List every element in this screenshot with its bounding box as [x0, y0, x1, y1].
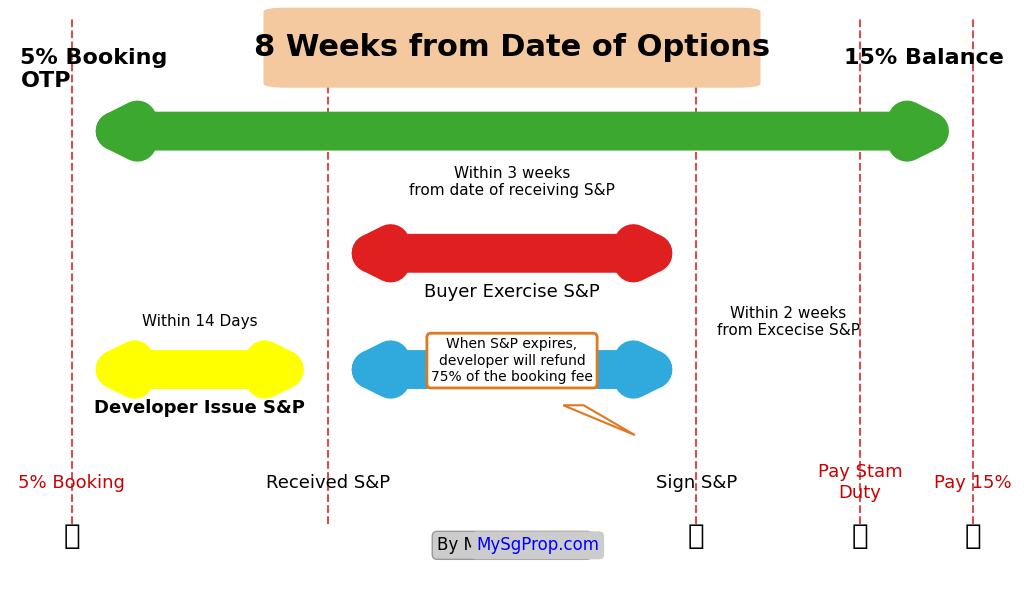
Text: 💰: 💰 — [965, 523, 981, 550]
Text: Within 3 weeks
from date of receiving S&P: Within 3 weeks from date of receiving S&… — [409, 166, 615, 198]
Text: 5% Booking
OTP: 5% Booking OTP — [20, 48, 168, 91]
Text: 5% Booking: 5% Booking — [18, 474, 125, 492]
Text: 💰: 💰 — [688, 523, 705, 550]
Text: Sign S&P: Sign S&P — [655, 474, 737, 492]
Text: 15% Balance: 15% Balance — [844, 48, 1004, 68]
Text: Developer Issue S&P: Developer Issue S&P — [94, 399, 305, 417]
Polygon shape — [563, 405, 635, 435]
Text: Pay 15%: Pay 15% — [934, 474, 1012, 492]
Text: 💰: 💰 — [63, 523, 80, 550]
Text: Received S&P: Received S&P — [265, 474, 390, 492]
Text: Pay Stam
Duty: Pay Stam Duty — [818, 463, 902, 502]
Text: Within 2 weeks
from Excecise S&P: Within 2 weeks from Excecise S&P — [717, 306, 860, 338]
Text: By MySgProp.com: By MySgProp.com — [437, 536, 587, 554]
Text: 💰: 💰 — [852, 523, 868, 550]
Text: When S&P expires,
developer will refund
75% of the booking fee: When S&P expires, developer will refund … — [431, 337, 593, 384]
Text: Within 14 Days: Within 14 Days — [142, 314, 257, 330]
Text: Buyer Exercise S&P: Buyer Exercise S&P — [424, 283, 600, 301]
Text: MySgProp.com: MySgProp.com — [476, 536, 599, 554]
